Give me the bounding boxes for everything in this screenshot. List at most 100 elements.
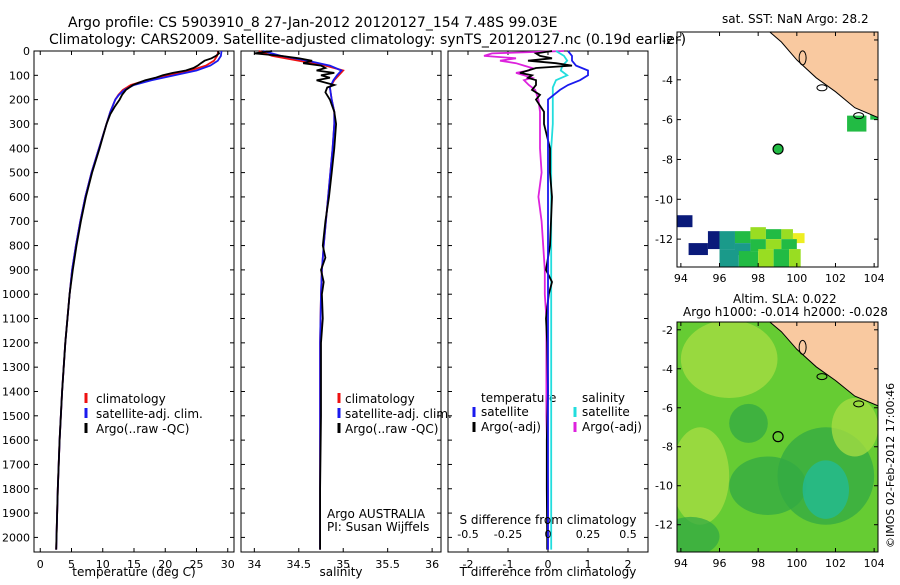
legend-satellite-label: satellite-adj. clim.	[345, 407, 452, 421]
x-tick-label: 96	[713, 557, 727, 570]
sla-anomaly-patch	[680, 322, 778, 399]
x-tick-label: 10	[96, 558, 110, 571]
sst-cell	[719, 231, 735, 250]
y-tick-label: 1700	[2, 458, 30, 471]
x-tick-label: 35.5	[375, 558, 400, 571]
s-tick-label: -0.25	[494, 528, 522, 541]
argo-position-marker	[772, 431, 784, 443]
s-tick-label: 0.25	[576, 528, 601, 541]
map-content	[677, 322, 878, 552]
x-tick-label: 98	[751, 272, 765, 285]
y-tick-label: -12	[655, 519, 673, 532]
y-tick-label: -2	[662, 324, 673, 337]
y-tick-label: -2	[662, 34, 673, 47]
x-axis-label: salinity	[319, 565, 362, 579]
y-tick-label: 800	[9, 240, 30, 253]
x-tick-label: 15	[127, 558, 141, 571]
sst-cell	[750, 227, 766, 240]
series-line-satellite-adj-clim-	[55, 50, 223, 550]
island-outline	[816, 84, 828, 92]
x-tick-label: 34	[247, 558, 261, 571]
legend-argo-label: Argo(..raw -QC)	[345, 422, 438, 436]
y-tick-label: 1000	[2, 288, 30, 301]
y-tick-label: 1400	[2, 385, 30, 398]
legend-satellite-label: satellite-adj. clim.	[96, 407, 203, 421]
x-tick-label: 104	[864, 557, 885, 570]
x-tick-label: 94	[674, 272, 688, 285]
y-tick-label: 2000	[2, 531, 30, 544]
sst-cell	[773, 249, 790, 267]
x-tick-label: 100	[786, 272, 807, 285]
y-tick-label: 100	[9, 69, 30, 82]
sla-map-subtitle: Argo h1000: -0.014 h2000: -0.028	[683, 305, 888, 319]
land-sumatra	[769, 32, 878, 119]
x-tick-label: 20	[158, 558, 172, 571]
sst-cell	[688, 243, 708, 256]
x-tick-label: 0	[545, 558, 552, 571]
legend-climatology-label: climatology	[96, 392, 166, 406]
sst-cell	[734, 243, 751, 256]
sla-map-title: Altim. SLA: 0.022	[733, 292, 837, 306]
x-axis-label: temperature (deg C)	[72, 565, 195, 579]
island-outline	[853, 112, 865, 120]
sla-anomaly-patch	[677, 427, 730, 525]
map-frame	[676, 31, 879, 268]
x-tick-label: 104	[864, 272, 885, 285]
y-tick-label: 700	[9, 215, 30, 228]
map-content	[677, 32, 878, 267]
x-tick-label: 25	[190, 558, 204, 571]
s-tick-label: 0	[545, 528, 552, 541]
s-tick-label: 0.5	[619, 528, 637, 541]
y-tick-label: -8	[662, 441, 673, 454]
y-tick-label: 1500	[2, 410, 30, 423]
x-tick-label: 1	[585, 558, 592, 571]
sst-cell	[707, 231, 720, 250]
sst-map-title: sat. SST: NaN Argo: 28.2	[722, 12, 869, 26]
header-line-1: Argo profile: CS 5903910_8 27-Jan-2012 2…	[68, 15, 557, 31]
series-line-climatology	[258, 50, 345, 550]
y-tick-label: 1100	[2, 313, 30, 326]
y-tick-label: -10	[655, 193, 673, 206]
x-tick-label: 5	[68, 558, 75, 571]
sst-cell	[789, 249, 801, 267]
legend-argo-label: Argo(..raw -QC)	[96, 422, 189, 436]
annotation-argo-australia: Argo AUSTRALIA	[327, 507, 426, 521]
panel-difference	[447, 50, 649, 553]
x-axis-label-top: S difference from climatology	[460, 513, 637, 527]
y-tick-label: -8	[662, 153, 673, 166]
x-tick-label: 36	[425, 558, 439, 571]
legend-s-satellite-label: satellite	[582, 405, 630, 419]
land-sumatra	[769, 322, 878, 407]
sla-anomaly-patch	[677, 516, 720, 552]
sst-cell	[758, 249, 774, 267]
series-line-temperature-argo-adj-	[519, 50, 573, 550]
x-tick-label: -1	[503, 558, 514, 571]
x-tick-label: 98	[751, 557, 765, 570]
sst-cell	[677, 215, 693, 228]
series-line-salinity-satellite	[550, 50, 569, 550]
x-tick-label: 34.5	[287, 558, 312, 571]
y-tick-label: 1900	[2, 507, 30, 520]
y-tick-label: -4	[662, 363, 673, 376]
series-line-climatology	[55, 50, 220, 550]
y-tick-label: -6	[662, 402, 673, 415]
header-line-2: Climatology: CARS2009. Satellite-adjuste…	[49, 32, 686, 48]
sst-cell	[781, 229, 793, 240]
island-outline	[798, 339, 807, 355]
legend-climatology-label: climatology	[345, 392, 415, 406]
sst-cell	[734, 231, 751, 244]
y-tick-label: 1300	[2, 361, 30, 374]
sst-cell	[750, 239, 766, 252]
legend-temperature-heading: temperature	[481, 391, 556, 405]
sst-map	[676, 31, 879, 268]
island-outline	[798, 50, 807, 66]
argo-position-marker	[772, 143, 784, 155]
x-tick-label: 0	[37, 558, 44, 571]
sst-cell	[792, 233, 805, 244]
island-outline	[816, 373, 828, 381]
sst-cell	[765, 239, 782, 250]
sst-cell	[719, 249, 739, 267]
x-tick-label: -2	[463, 558, 474, 571]
y-tick-label: 0	[23, 45, 30, 58]
